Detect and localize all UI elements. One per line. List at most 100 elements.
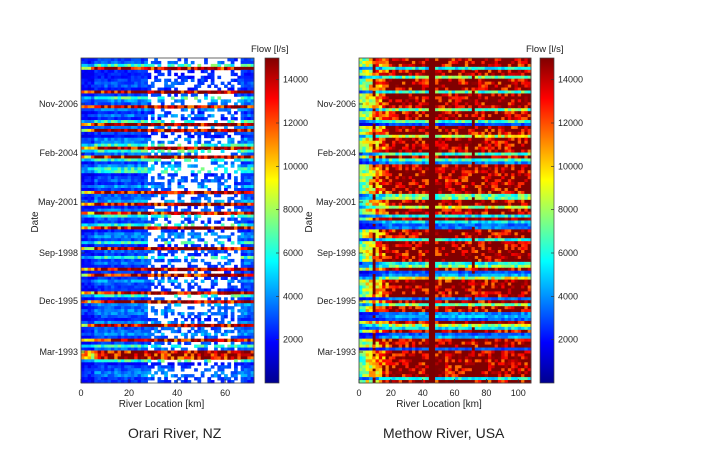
heatmap-cell <box>100 232 105 236</box>
heatmap-cell <box>204 244 208 248</box>
heatmap-cell <box>87 344 92 348</box>
heatmap-cell <box>392 63 396 68</box>
heatmap-cell <box>497 69 502 74</box>
heatmap-cell <box>84 332 89 337</box>
heatmap-cell <box>130 276 135 280</box>
heatmap-cell <box>244 96 248 100</box>
heatmap-cell <box>107 356 112 360</box>
heatmap-cell <box>120 176 125 180</box>
heatmap-cell <box>154 120 158 124</box>
heatmap-cell <box>244 335 248 340</box>
heatmap-cell <box>247 196 252 201</box>
heatmap-cell <box>164 312 168 316</box>
heatmap-cell <box>187 356 192 360</box>
heatmap-cell <box>167 362 172 366</box>
heatmap-cell <box>184 66 188 71</box>
heatmap-cell <box>110 170 115 174</box>
heatmap-cell <box>117 96 122 100</box>
heatmap-cell <box>130 279 135 283</box>
heatmap-cell <box>104 338 109 343</box>
heatmap-cell <box>107 176 112 180</box>
heatmap-cell <box>227 261 232 266</box>
heatmap-cell <box>117 99 122 103</box>
heatmap-cell <box>110 270 115 275</box>
heatmap-cell <box>250 232 255 236</box>
heatmap-cell <box>220 380 225 384</box>
heatmap-cell <box>130 87 135 91</box>
heatmap-cell <box>81 170 85 174</box>
heatmap-cell <box>144 344 148 348</box>
heatmap-cell <box>204 190 208 195</box>
heatmap-cell <box>110 356 115 360</box>
heatmap-cell <box>230 78 235 83</box>
heatmap-cell <box>104 374 109 378</box>
heatmap-cell <box>200 332 205 337</box>
heatmap-cell <box>230 69 235 74</box>
heatmap-cell <box>210 250 215 254</box>
heatmap-cell <box>230 309 235 313</box>
heatmap-cell <box>104 143 109 148</box>
heatmap-cell <box>234 188 238 192</box>
heatmap-cell <box>81 152 85 156</box>
heatmap-cell <box>90 170 95 174</box>
heatmap-cell <box>418 93 423 97</box>
heatmap-cell <box>230 323 235 328</box>
heatmap-cell <box>160 66 165 71</box>
heatmap-cell <box>137 182 142 186</box>
heatmap-cell <box>160 208 165 213</box>
heatmap-cell <box>240 205 245 210</box>
heatmap-cell <box>240 149 245 153</box>
heatmap-cell <box>167 261 172 266</box>
heatmap-cell <box>250 223 255 227</box>
heatmap-cell <box>124 335 128 340</box>
heatmap-cell <box>147 359 152 363</box>
heatmap-cell <box>247 93 252 97</box>
heatmap-cell <box>94 167 99 171</box>
heatmap-cell <box>415 78 419 83</box>
heatmap-cell <box>104 87 109 91</box>
heatmap-cell <box>130 105 135 109</box>
heatmap-cell <box>97 211 102 215</box>
heatmap-cell <box>114 276 118 280</box>
heatmap-cell <box>94 173 99 177</box>
heatmap-cell <box>154 353 158 357</box>
heatmap-cell <box>117 255 122 260</box>
heatmap-cell <box>402 75 406 80</box>
heatmap-cell <box>471 81 476 85</box>
heatmap-cell <box>134 143 138 148</box>
heatmap-cell <box>197 226 202 230</box>
heatmap-cell <box>190 350 195 354</box>
heatmap-cell <box>117 193 122 198</box>
heatmap-cell <box>120 108 125 112</box>
heatmap-cell <box>180 267 185 272</box>
heatmap-cell <box>134 371 138 375</box>
heatmap-cell <box>97 75 102 80</box>
heatmap-cell <box>234 58 238 62</box>
heatmap-cell <box>81 84 85 88</box>
heatmap-cell <box>117 167 122 171</box>
heatmap-cell <box>237 223 242 227</box>
heatmap-cell <box>200 220 205 224</box>
heatmap-cell <box>134 176 138 180</box>
heatmap-cell <box>107 347 112 351</box>
heatmap-cell <box>127 131 132 136</box>
heatmap-cell <box>227 279 232 283</box>
heatmap-cell <box>451 58 456 62</box>
heatmap-cell <box>100 338 105 343</box>
heatmap-cell <box>117 285 122 289</box>
heatmap-cell <box>170 60 175 65</box>
heatmap-cell <box>250 152 255 156</box>
heatmap-cell <box>240 87 245 91</box>
heatmap-cell <box>157 362 162 366</box>
heatmap-cell <box>87 125 92 130</box>
heatmap-cell <box>97 238 102 242</box>
heatmap-cell <box>124 146 128 150</box>
heatmap-cell <box>164 87 168 91</box>
heatmap-cell <box>100 108 105 112</box>
heatmap-cell <box>392 93 396 97</box>
heatmap-cell <box>177 155 182 159</box>
heatmap-cell <box>214 341 218 345</box>
heatmap-cell <box>210 146 215 150</box>
heatmap-cell <box>90 291 95 295</box>
heatmap-cell <box>210 247 215 251</box>
